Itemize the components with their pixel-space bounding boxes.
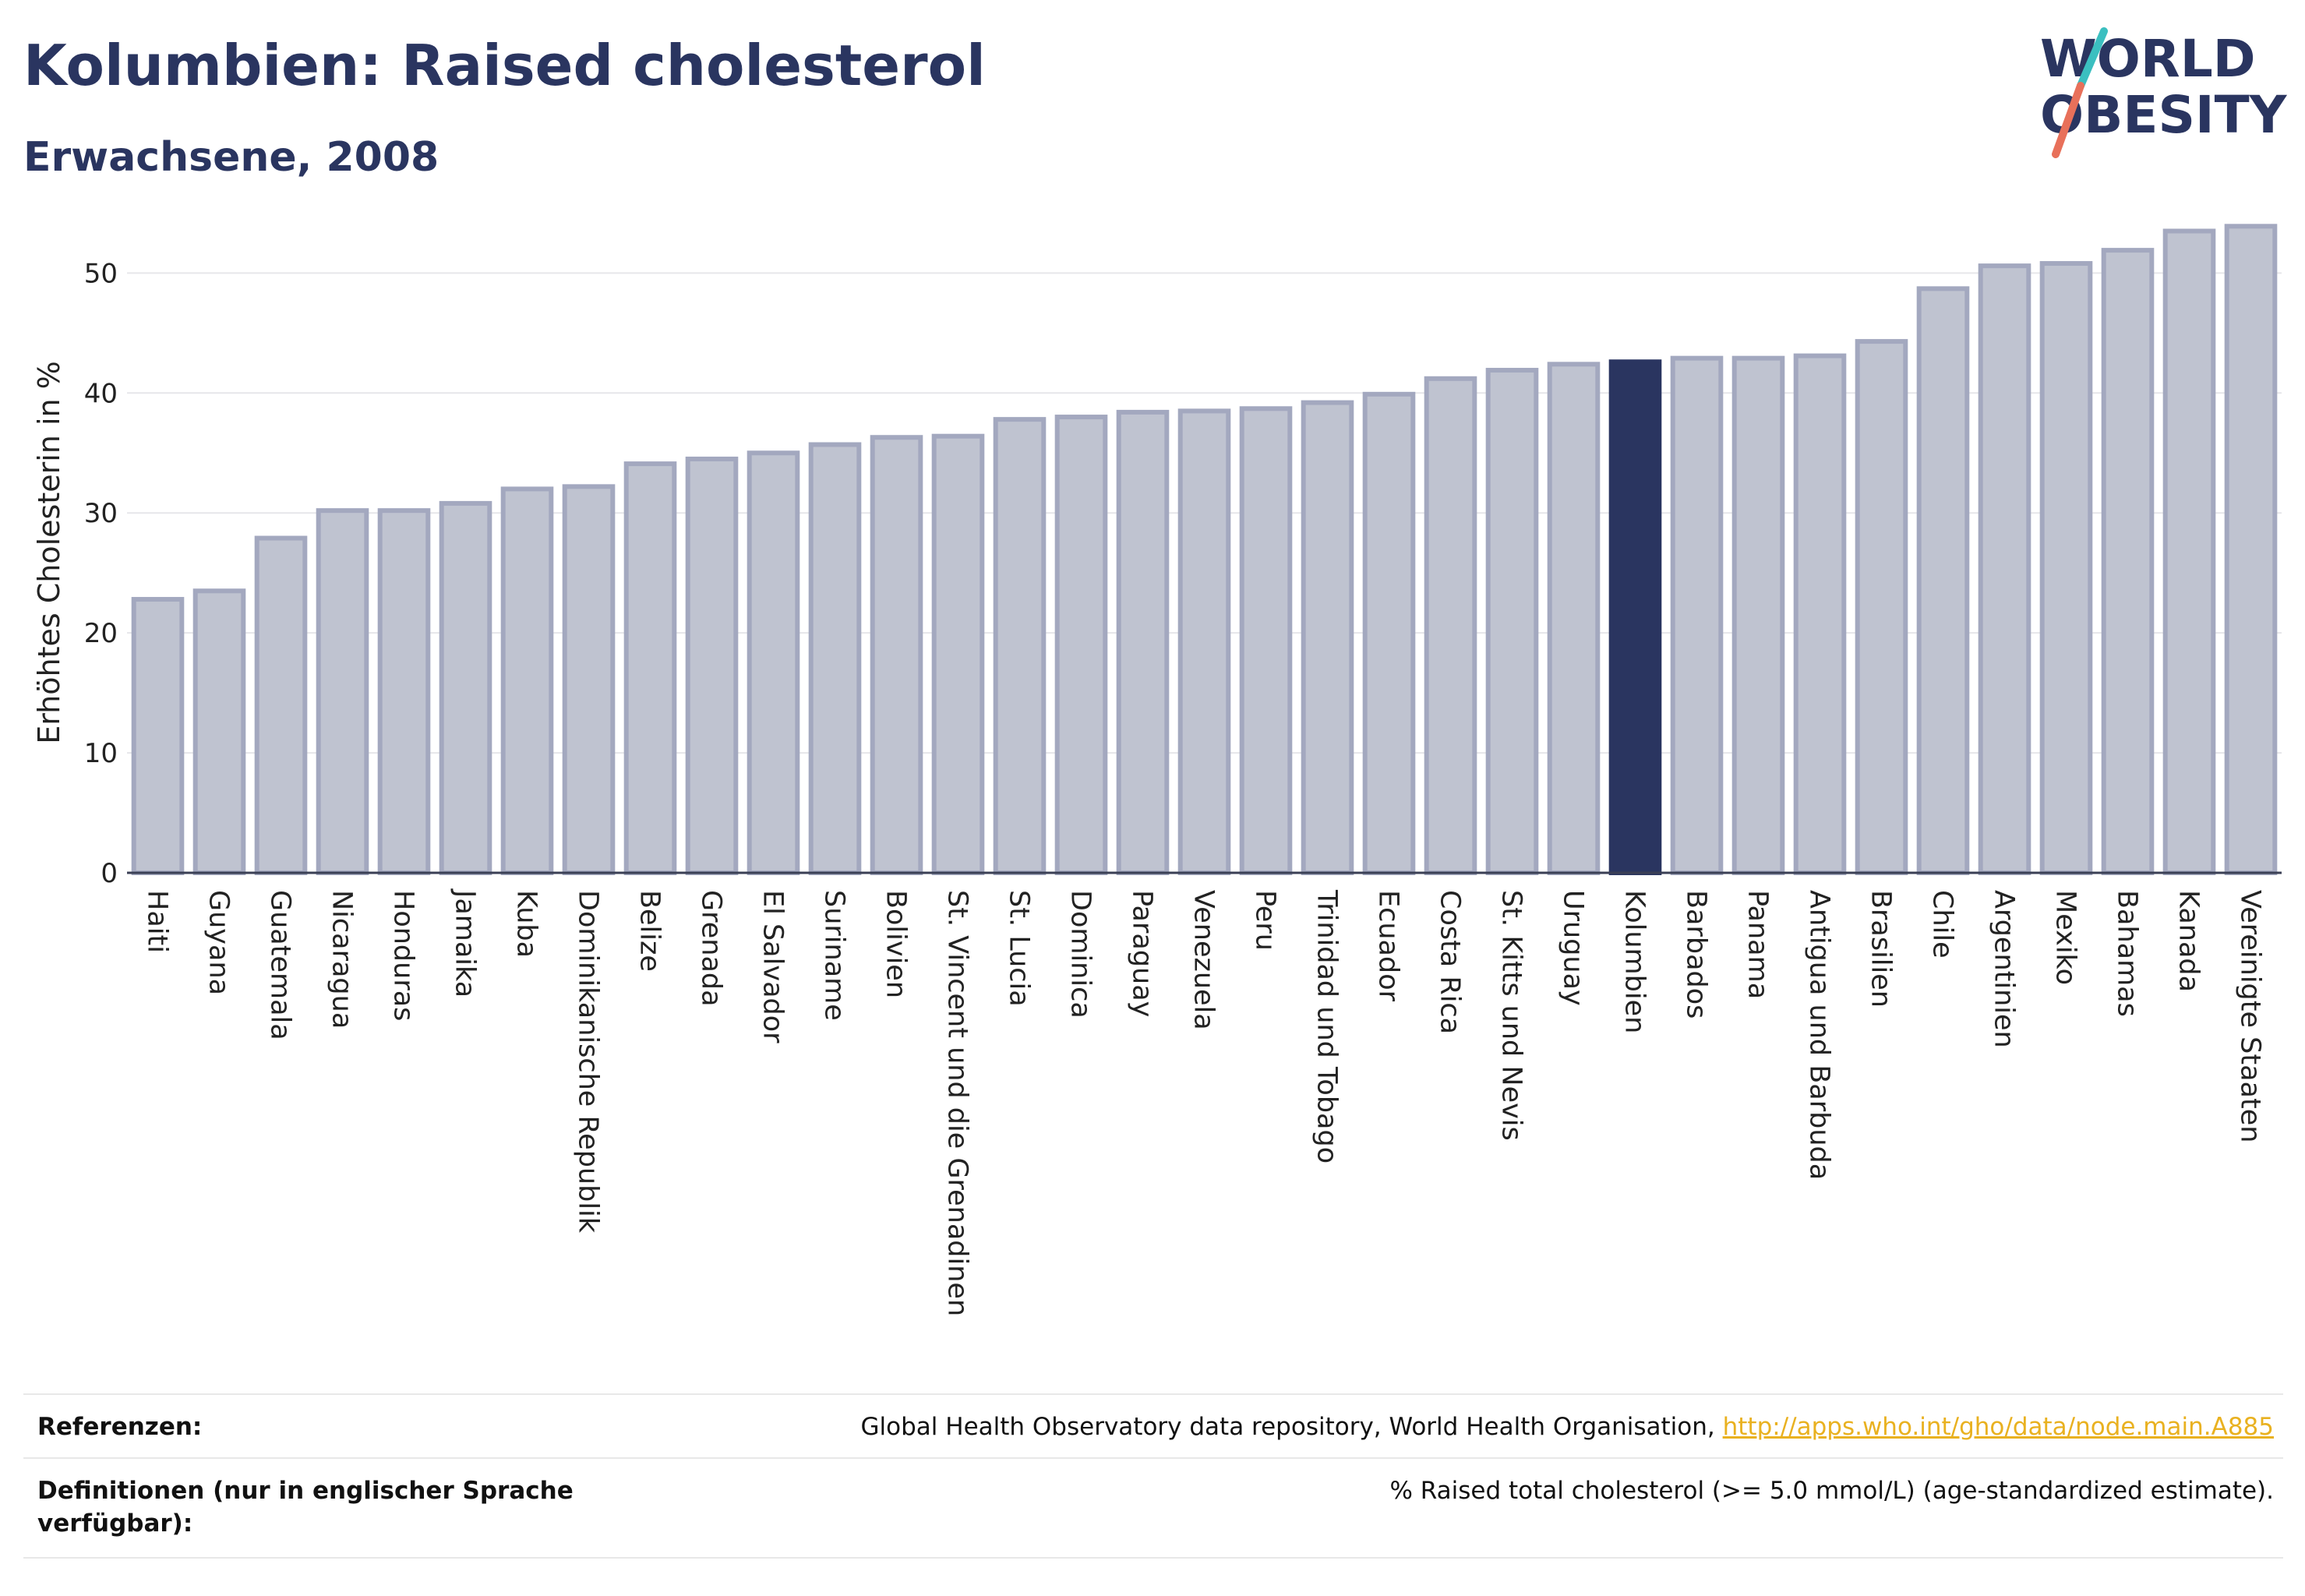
- x-tick-label: Kolumbien: [1619, 890, 1650, 1033]
- bar-guyana: [192, 588, 246, 876]
- y-tick-label: 20: [84, 618, 118, 649]
- x-tick-label: Nicaragua: [327, 890, 358, 1029]
- references-row: Referenzen: Global Health Observatory da…: [23, 1393, 2283, 1459]
- logo-slash-bottom: [2052, 82, 2084, 158]
- x-tick-label: Brasilien: [1866, 890, 1897, 1008]
- bar-belize: [623, 461, 677, 875]
- x-tick-label: Bahamas: [2112, 890, 2143, 1017]
- x-tick-label: Ecuador: [1373, 890, 1404, 1002]
- x-tick-label: Mexiko: [2050, 890, 2081, 985]
- x-tick-label: Belize: [634, 890, 665, 972]
- x-tick-label: Kuba: [511, 890, 542, 958]
- x-tick-label: Trinidad und Tobago: [1311, 889, 1343, 1163]
- x-tick-label: Grenada: [696, 890, 727, 1007]
- references-value: Global Health Observatory data repositor…: [861, 1411, 2274, 1443]
- bar-haiti: [131, 597, 185, 875]
- bar-costa-rica: [1424, 376, 1477, 876]
- references-link[interactable]: http://apps.who.int/gho/data/node.main.A…: [1722, 1413, 2274, 1441]
- bar-st-vincent-und-die-grenadinen: [931, 433, 985, 875]
- bar-bahamas: [2101, 248, 2155, 875]
- x-tick-label: Honduras: [388, 890, 419, 1021]
- y-axis-title: Erhöhtes Cholesterin in %: [32, 361, 66, 744]
- x-tick-label: Bolivien: [881, 890, 912, 998]
- bar-el-salvador: [747, 450, 800, 875]
- x-tick-label: Dominica: [1065, 890, 1096, 1019]
- bar-bolivien: [870, 435, 923, 875]
- x-tick-label: St. Kitts und Nevis: [1496, 890, 1527, 1141]
- bar-suriname: [808, 442, 862, 875]
- x-tick-label: Costa Rica: [1435, 890, 1466, 1034]
- y-tick-label: 30: [84, 498, 118, 529]
- bar-grenada: [685, 456, 739, 875]
- bar-jamaika: [439, 500, 492, 876]
- bar-venezuela: [1177, 408, 1231, 875]
- references-label: Referenzen:: [37, 1413, 203, 1441]
- bar-barbados: [1670, 355, 1724, 875]
- bar-kuba: [500, 486, 554, 876]
- y-tick-labels: 0 10 20 30 40 50: [84, 258, 118, 889]
- x-tick-label: Dominikanische Republik: [573, 890, 604, 1234]
- x-tick-label: Venezuela: [1188, 890, 1220, 1030]
- bars: [127, 224, 2282, 876]
- bar-mexiko: [2039, 261, 2093, 875]
- bar-ecuador: [1362, 391, 1416, 875]
- bar-antigua-und-barbuda: [1793, 353, 1847, 875]
- bar-chile: [1916, 286, 1970, 875]
- x-tick-label: Guatemala: [265, 890, 296, 1040]
- x-category-labels: Haiti Guyana Guatemala Nicaragua Honduras Jam…: [142, 888, 2266, 1316]
- bar-peru: [1239, 406, 1293, 875]
- world-obesity-logo: WORLD OBESITY: [2040, 27, 2288, 158]
- y-tick-label: 50: [84, 258, 118, 289]
- x-tick-label: Antigua und Barbuda: [1804, 890, 1835, 1180]
- bar-paraguay: [1116, 409, 1170, 875]
- x-tick-label: St. Vincent und die Grenadinen: [942, 890, 973, 1316]
- x-tick-label: Argentinien: [1989, 890, 2020, 1048]
- x-tick-label: Peru: [1250, 890, 1281, 951]
- bar-kanada: [2162, 228, 2216, 876]
- definitions-row: Definitionen (nur in englischer Sprache …: [23, 1457, 2283, 1559]
- x-tick-label: Uruguay: [1558, 890, 1589, 1006]
- x-tick-label: Jamaika: [450, 888, 481, 998]
- bar-dominica: [1054, 415, 1108, 875]
- x-tick-label: Barbados: [1681, 890, 1712, 1019]
- bar-nicaragua: [316, 508, 369, 876]
- y-tick-label: 40: [84, 378, 118, 409]
- x-tick-label: Vereinigte Staaten: [2235, 890, 2266, 1142]
- x-tick-label: El Salvador: [757, 890, 789, 1043]
- x-tick-label: Paraguay: [1127, 890, 1158, 1017]
- logo-line-1: WORLD: [2040, 29, 2256, 89]
- x-tick-label: Suriname: [819, 890, 850, 1021]
- bar-kolumbien: [1608, 359, 1662, 875]
- bar-panama: [1731, 355, 1785, 875]
- y-tick-label: 10: [84, 738, 118, 769]
- bar-trinidad-und-tobago: [1301, 400, 1354, 875]
- x-tick-label: Guyana: [203, 890, 235, 995]
- x-tick-label: St. Lucia: [1004, 890, 1035, 1007]
- bar-dominikanische-republik: [562, 484, 616, 875]
- bar-uruguay: [1547, 362, 1601, 876]
- bar-guatemala: [254, 535, 308, 876]
- bar-chart: 0 10 20 30 40 50 Haiti Guyana Guatemala Nicaragu…: [32, 224, 2282, 1316]
- bar-argentinien: [1978, 263, 2031, 876]
- chart-subtitle: Erwachsene, 2008: [23, 134, 439, 181]
- bar-st-kitts-und-nevis: [1485, 368, 1539, 875]
- x-tick-label: Chile: [1927, 890, 1958, 959]
- bar-brasilien: [1855, 339, 1908, 875]
- chart-title: Kolumbien: Raised cholesterol: [23, 33, 986, 98]
- x-tick-label: Haiti: [142, 890, 173, 953]
- references-text: Global Health Observatory data repositor…: [860, 1413, 1723, 1441]
- logo-slash-top: [2077, 27, 2108, 90]
- definitions-value: % Raised total cholesterol (>= 5.0 mmol/…: [1389, 1477, 2274, 1505]
- x-tick-label: Kanada: [2173, 890, 2204, 992]
- bar-honduras: [377, 508, 431, 876]
- y-tick-label: 0: [101, 858, 118, 889]
- bar-vereinigte-staaten: [2224, 224, 2278, 875]
- definitions-label: Definitionen (nur in englischer Sprache …: [37, 1477, 574, 1538]
- x-tick-label: Panama: [1742, 890, 1774, 999]
- bar-st-lucia: [993, 417, 1047, 875]
